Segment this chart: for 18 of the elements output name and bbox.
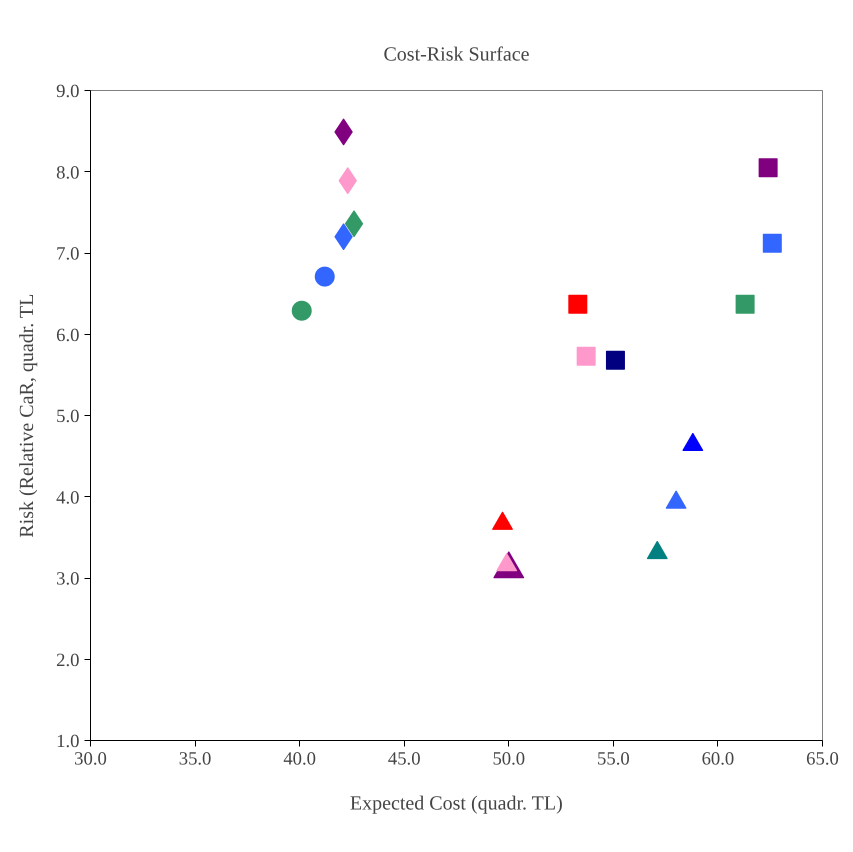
y-tick-label: 5.0: [56, 406, 80, 427]
y-tick-label: 4.0: [56, 487, 80, 508]
x-tick-label: 55.0: [597, 748, 630, 770]
y-tick-label: 2.0: [56, 650, 80, 671]
y-axis-title: Risk (Relative CaR, quadr. TL: [16, 294, 38, 538]
x-axis-title: Expected Cost (quadr. TL): [350, 792, 563, 814]
y-tick-label: 7.0: [56, 244, 80, 264]
y-tick-label: 6.0: [56, 324, 80, 346]
x-tick-label: 65.0: [806, 748, 839, 770]
x-tick-label: 50.0: [492, 748, 526, 770]
x-tick-label: 45.0: [388, 748, 421, 770]
x-tick-label: 40.0: [283, 748, 316, 770]
x-tick-label: 35.0: [178, 748, 212, 770]
y-tick-label: 3.0: [56, 568, 80, 590]
chart-title: Cost-Risk Surface: [383, 44, 530, 66]
x-tick-label: 60.0: [702, 748, 734, 770]
y-tick-label: 8.0: [56, 162, 80, 184]
y-tick-label: 9.0: [56, 81, 80, 102]
